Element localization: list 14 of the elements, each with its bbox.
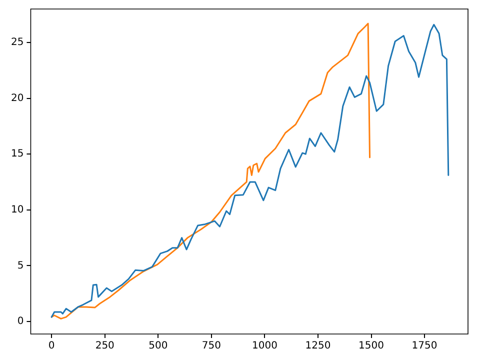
x-tick-label: 1250 bbox=[305, 340, 331, 352]
y-tick-label: 5 bbox=[17, 260, 24, 272]
x-tick-label: 0 bbox=[48, 340, 55, 352]
y-tick-label: 20 bbox=[10, 92, 24, 104]
y-tick-label: 0 bbox=[17, 316, 24, 328]
x-tick-label: 1500 bbox=[358, 340, 384, 352]
x-tick-label: 250 bbox=[95, 340, 114, 352]
y-tick-label: 25 bbox=[10, 37, 24, 48]
y-tick-label: 15 bbox=[10, 148, 24, 160]
x-tick-label: 1750 bbox=[412, 340, 438, 352]
x-tick-label: 1000 bbox=[252, 340, 278, 352]
x-tick-label: 750 bbox=[202, 340, 221, 352]
y-tick-label: 10 bbox=[10, 204, 24, 216]
x-tick-label: 500 bbox=[148, 340, 168, 352]
